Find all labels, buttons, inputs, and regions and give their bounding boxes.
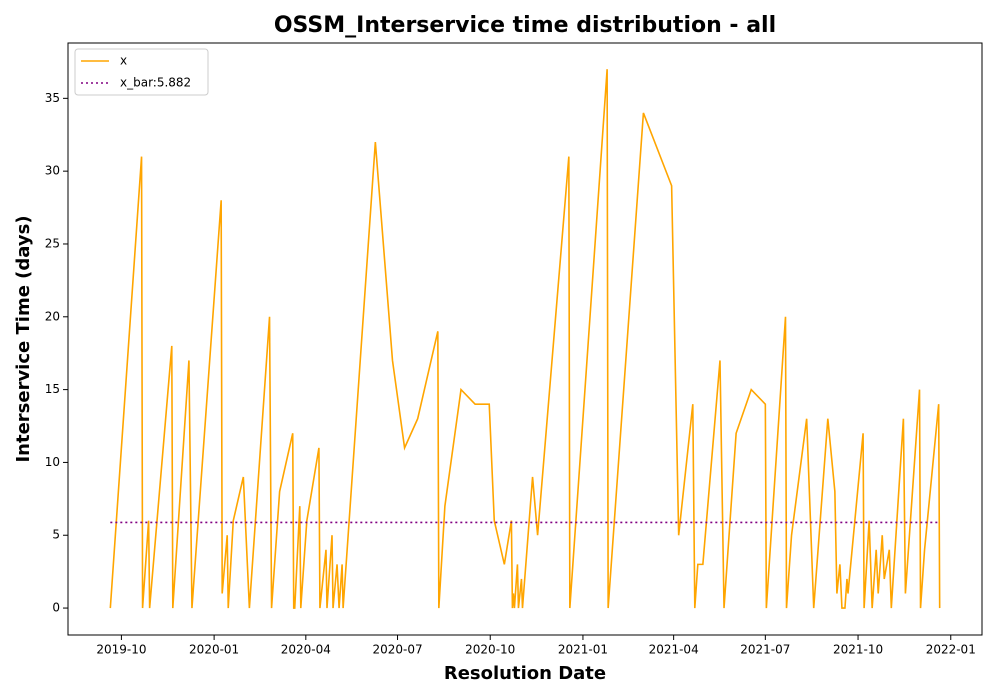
y-tick-label: 30 — [45, 164, 60, 178]
y-tick-label: 0 — [52, 601, 60, 615]
plot-frame — [67, 42, 983, 636]
y-tick-label: 35 — [45, 91, 60, 105]
x-tick-label: 2021-10 — [833, 643, 883, 657]
x-tick-label: 2022-01 — [926, 643, 976, 657]
y-tick-label: 5 — [52, 528, 60, 542]
x-tick-label: 2019-10 — [96, 643, 146, 657]
y-tick-label: 20 — [45, 309, 60, 323]
chart-title: OSSM_Interservice time distribution - al… — [274, 13, 776, 38]
data-line — [109, 69, 941, 609]
x-tick-label: 2020-10 — [465, 643, 515, 657]
legend-label: x — [120, 54, 127, 68]
x-tick-label: 2020-04 — [281, 643, 331, 657]
x-tick-label: 2020-07 — [372, 643, 422, 657]
x-tick-label: 2020-01 — [189, 643, 239, 657]
x-tick-label: 2021-04 — [649, 643, 699, 657]
y-axis-label: Interservice Time (days) — [13, 215, 34, 462]
y-tick-label: 15 — [45, 382, 60, 396]
x-tick-label: 2021-07 — [740, 643, 790, 657]
y-tick-label: 10 — [45, 455, 60, 469]
y-tick-label: 25 — [45, 236, 60, 250]
legend-label: x_bar:5.882 — [120, 76, 191, 90]
x-axis-label: Resolution Date — [444, 663, 606, 684]
x-tick-label: 2021-01 — [558, 643, 608, 657]
